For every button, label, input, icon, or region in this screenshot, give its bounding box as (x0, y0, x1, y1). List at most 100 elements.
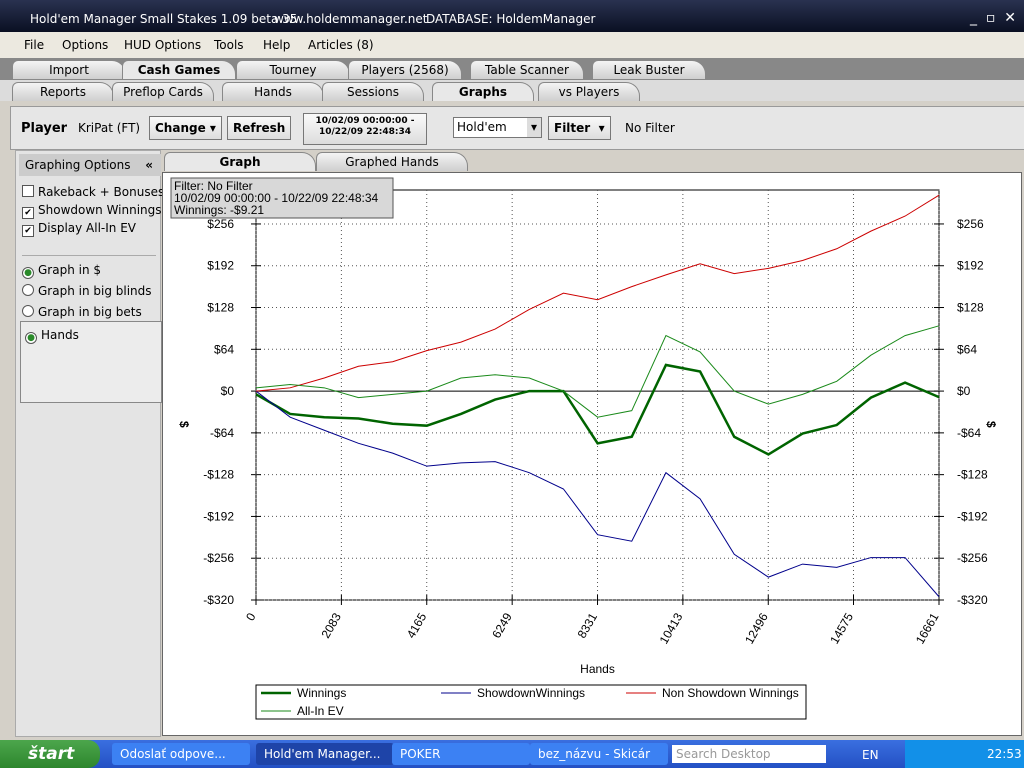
menu-item[interactable]: HUD Options (124, 38, 202, 52)
date-range[interactable]: 10/02/09 00:00:00 -10/22/09 22:48:34 (303, 113, 427, 145)
radio-label: Graph in big bets (38, 305, 142, 319)
y2-tick-label: -$256 (957, 551, 988, 565)
filter-button[interactable]: Filter ▾ (548, 116, 611, 140)
radio-circle: ● (22, 267, 34, 279)
radio[interactable]: ● Graph in $ (22, 260, 156, 281)
tab[interactable]: Tourney (236, 60, 350, 79)
tab-row: Import Cash Games Tourney Players (2568) Tab… (0, 58, 1024, 80)
start-button[interactable]: štart (0, 740, 100, 768)
menu-item[interactable]: Articles (8) (308, 38, 374, 52)
options-panel: Graphing Options « Rakeback + Bonuses ✔ Sho… (15, 150, 164, 737)
tab[interactable]: Sessions (322, 82, 424, 101)
language: EN (862, 748, 879, 762)
change-text: Change (155, 121, 206, 135)
y-tick-label: -$64 (210, 426, 234, 440)
tab[interactable]: Hands (222, 82, 324, 101)
x-tick-label: 10413 (657, 610, 686, 646)
y-tick-label: $0 (221, 384, 235, 398)
tab[interactable]: Graphs (432, 82, 534, 101)
radio[interactable]: Graph in big blinds (22, 281, 156, 302)
radio[interactable]: Graph in big bets (22, 302, 156, 323)
radio-label: Graph in $ (38, 263, 102, 277)
y2-tick-label: $256 (957, 217, 984, 231)
annotation: Winnings: -$9.21 (174, 203, 264, 217)
checkbox-box: ✔ (22, 225, 34, 237)
tab[interactable]: Graphed Hands (316, 152, 468, 171)
database: DATABASE: HoldemManager (426, 12, 596, 26)
menu-item[interactable]: Tools (214, 38, 244, 52)
legend-label: Non Showdown Winnings (662, 686, 799, 700)
task-button[interactable]: Odoslať odpove... (112, 743, 250, 765)
menu-bar: File Options HUD Options Tools Help Articles … (0, 32, 1024, 58)
y-tick-label: $64 (214, 342, 234, 356)
checkbox[interactable]: ✔ Showdown Winnings (22, 201, 164, 219)
search-box[interactable]: Search Desktop (672, 745, 826, 763)
checkbox[interactable]: ✔ Display All-In EV (22, 219, 164, 237)
y-axis-label: $ (177, 421, 191, 428)
task-button[interactable]: POKER (392, 743, 530, 765)
options-title: Graphing Options (25, 158, 131, 172)
menu-item[interactable]: Help (263, 38, 291, 52)
legend-label: ShowdownWinnings (477, 686, 585, 700)
window-controls[interactable]: _ ▫ ✕ (970, 10, 1017, 26)
date-from: 10/02/09 00:00:00 - (315, 116, 415, 126)
x-tick-label: 2083 (319, 610, 345, 640)
radio-circle: ● (25, 332, 37, 344)
tab[interactable]: Players (2568) (348, 60, 462, 79)
x-tick-label: 14575 (827, 610, 856, 646)
checkbox-label: Showdown Winnings (38, 203, 162, 217)
checkbox-box (22, 185, 34, 197)
tab[interactable]: vs Players (538, 82, 640, 101)
tab[interactable]: Preflop Cards (112, 82, 214, 101)
y-tick-label: -$256 (203, 551, 234, 565)
checkbox[interactable]: Rakeback + Bonuses (22, 183, 164, 201)
legend-label: All-In EV (297, 704, 344, 718)
y-tick-label: -$192 (203, 509, 234, 523)
options-header[interactable]: Graphing Options « (19, 154, 161, 176)
refresh-button[interactable]: Refresh (227, 116, 292, 140)
radio[interactable]: ● Hands (25, 326, 157, 344)
x-tick-label: 6249 (489, 610, 515, 640)
y2-tick-label: -$192 (957, 509, 988, 523)
window-title: Hold'em Manager Small Stakes 1.09 beta 3… (30, 12, 298, 26)
chart: -$320 -$320 -$256 -$256 -$192 -$192 -$128 -$128… (162, 172, 1022, 736)
series-line (255, 390, 940, 598)
x-axis-options: ● Hands (20, 321, 162, 403)
game-text: Hold'em (457, 120, 507, 134)
task-button[interactable]: bez_názvu - Skicár (530, 743, 668, 765)
y2-axis-label: $ (984, 421, 998, 428)
menu-item[interactable]: Options (62, 38, 109, 52)
x-tick-label: 8331 (575, 610, 601, 640)
radio-label: Hands (41, 328, 79, 342)
tab[interactable]: Import (12, 60, 126, 79)
title-bar: Hold'em Manager Small Stakes 1.09 beta 3… (0, 0, 1024, 32)
radio-circle (22, 305, 34, 317)
y2-tick-label: -$128 (957, 468, 988, 482)
y-tick-label: -$128 (203, 468, 234, 482)
game-select[interactable]: Hold'em ▾ (453, 117, 542, 138)
graph-tabs: Graph Graphed Hands (162, 150, 1020, 172)
tab[interactable]: Reports (12, 82, 114, 101)
taskbar: štart Odoslať odpove... Hold'em Manager..… (0, 740, 1024, 768)
annotation: 10/02/09 00:00:00 - 10/22/09 22:48:34 (174, 191, 379, 205)
menu-item[interactable]: File (24, 38, 45, 52)
date-to: 10/22/09 22:48:34 (318, 127, 412, 137)
y-tick-label: -$320 (203, 593, 234, 607)
player-label: Player (21, 121, 68, 136)
y-tick-label: $256 (207, 217, 234, 231)
tab[interactable]: Table Scanner (470, 60, 584, 79)
tab[interactable]: Graph (164, 152, 316, 171)
checkbox-label: Display All-In EV (38, 221, 137, 235)
series-line (255, 363, 940, 456)
y2-tick-label: $128 (957, 301, 984, 315)
change-button[interactable]: Change ▾ (149, 116, 222, 140)
toolbar: Player KriPat (FT) Change ▾ Refresh 10/0… (10, 106, 1024, 150)
tab[interactable]: Cash Games (122, 60, 236, 79)
series-line (255, 325, 940, 418)
task-button[interactable]: Hold'em Manager... (256, 743, 394, 765)
tab[interactable]: Leak Buster (592, 60, 706, 79)
y2-tick-label: $0 (957, 384, 971, 398)
x-tick-label: 16661 (913, 610, 942, 646)
player-name: KriPat (FT) (78, 121, 141, 135)
